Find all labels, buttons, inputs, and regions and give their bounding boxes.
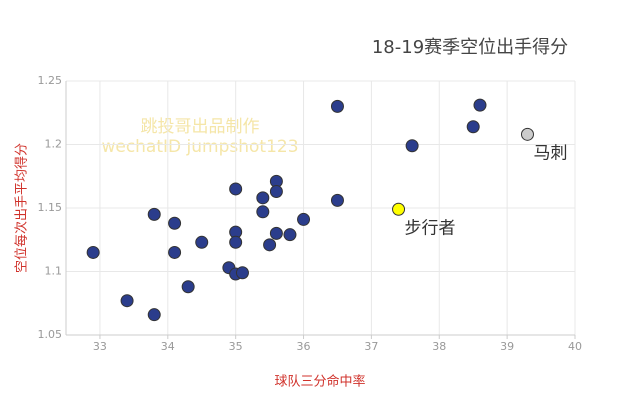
x-tick-label: 34	[161, 340, 175, 353]
scatter-point	[263, 238, 277, 252]
scatter-point	[147, 308, 161, 322]
y-tick-label: 1.2	[45, 138, 63, 151]
y-tick-label: 1.25	[38, 74, 63, 87]
scatter-point	[330, 99, 344, 113]
y-axis-label: 空位每次出手平均得分	[14, 143, 30, 273]
x-tick-label: 35	[229, 340, 243, 353]
scatter-point	[86, 245, 100, 259]
point-label: 步行者	[405, 218, 456, 238]
scatter-point	[168, 245, 182, 259]
watermark: wechatID jumpshot123	[101, 137, 298, 157]
x-tick-label: 38	[432, 340, 446, 353]
x-tick-label: 37	[364, 340, 378, 353]
scatter-point	[120, 294, 134, 308]
scatter-point	[269, 184, 283, 198]
scatter-point	[297, 212, 311, 226]
scatter-point	[473, 98, 487, 112]
scatter-point	[405, 139, 419, 153]
point-label: 马刺	[533, 143, 567, 163]
x-tick-label: 39	[500, 340, 514, 353]
x-tick-label: 33	[93, 340, 107, 353]
scatter-point	[147, 207, 161, 221]
y-tick-label: 1.05	[38, 328, 63, 341]
scatter-point	[283, 228, 297, 242]
scatter-point	[235, 266, 249, 280]
scatter-point	[195, 235, 209, 249]
y-tick-label: 1.15	[38, 201, 63, 214]
scatter-point	[520, 127, 534, 141]
y-tick-label: 1.1	[45, 265, 63, 278]
scatter-point	[269, 226, 283, 240]
x-axis-label: 球队三分命中率	[274, 374, 365, 390]
x-tick-label: 40	[568, 340, 582, 353]
scatter-point	[330, 193, 344, 207]
chart-title: 18-19赛季空位出手得分	[372, 37, 568, 58]
scatter-point	[466, 120, 480, 134]
scatter-point	[229, 235, 243, 249]
scatter-point	[229, 182, 243, 196]
x-tick-label: 36	[297, 340, 311, 353]
watermark: 跳投哥出品制作	[141, 117, 260, 137]
scatter-point	[392, 202, 406, 216]
scatter-point	[256, 191, 270, 205]
scatter-point	[168, 216, 182, 230]
scatter-point	[256, 205, 270, 219]
scatter-point	[181, 280, 195, 294]
